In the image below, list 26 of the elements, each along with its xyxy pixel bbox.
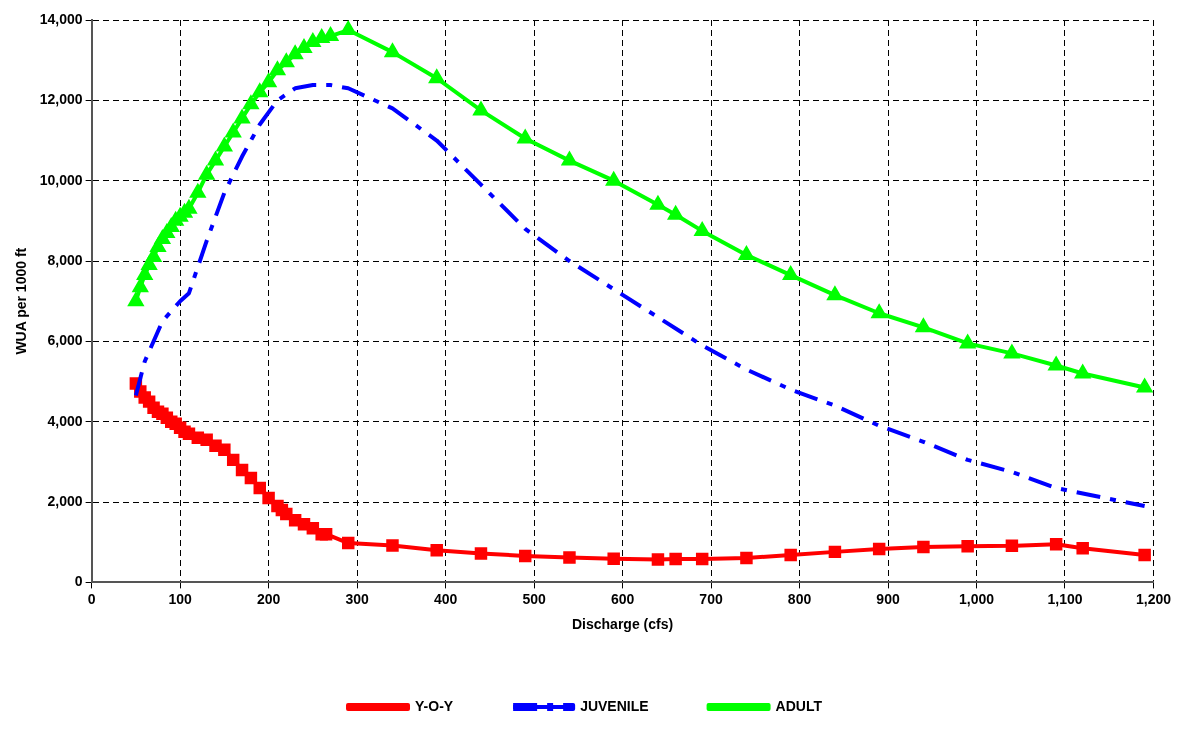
legend-label: ADULT xyxy=(775,697,823,714)
y-tick-label: 0 xyxy=(74,573,83,590)
y-tick-label: 10,000 xyxy=(39,171,83,188)
x-tick-label: 800 xyxy=(787,590,812,607)
x-tick-label: 1,200 xyxy=(1135,590,1172,607)
x-tick-label: 100 xyxy=(168,590,192,607)
x-tick-label: 400 xyxy=(433,590,458,607)
x-tick-label: 900 xyxy=(876,590,900,607)
y-tick-label: 12,000 xyxy=(39,91,83,108)
y-tick-label: 8,000 xyxy=(47,251,83,268)
x-tick-label: 700 xyxy=(699,590,723,607)
x-tick-label: 1,100 xyxy=(1047,590,1083,607)
y-tick-label: 14,000 xyxy=(39,10,83,27)
x-tick-label: 600 xyxy=(610,590,635,607)
x-tick-label: 300 xyxy=(345,590,369,607)
y-tick-label: 6,000 xyxy=(47,332,83,349)
x-tick-label: 200 xyxy=(256,590,281,607)
x-tick-label: 0 xyxy=(87,590,96,607)
x-tick-label: 500 xyxy=(522,590,546,607)
x-axis-title: Discharge (cfs) xyxy=(571,616,674,633)
legend-label: JUVENILE xyxy=(580,697,649,714)
y-tick-label: 2,000 xyxy=(47,492,83,509)
x-tick-label: 1,000 xyxy=(958,590,995,607)
y-tick-label: 4,000 xyxy=(47,412,83,429)
y-axis-title: WUA per 1000 ft xyxy=(13,247,30,355)
legend-label: Y-O-Y xyxy=(415,697,454,714)
